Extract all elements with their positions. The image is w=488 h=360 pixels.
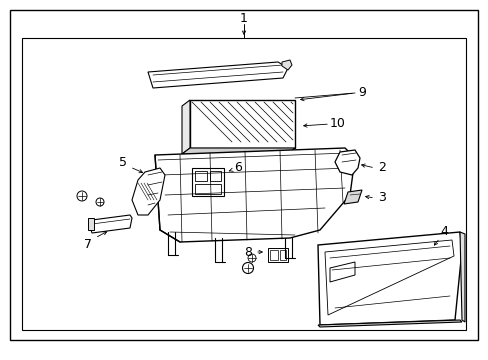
Polygon shape — [334, 150, 359, 175]
Bar — [190, 100, 294, 148]
Text: 2: 2 — [377, 162, 385, 175]
Text: 6: 6 — [234, 162, 242, 175]
Polygon shape — [182, 100, 190, 154]
Text: 8: 8 — [244, 246, 251, 258]
Text: 4: 4 — [439, 225, 447, 238]
Text: 9: 9 — [357, 86, 365, 99]
Polygon shape — [155, 148, 354, 242]
Bar — [269, 250, 278, 260]
Polygon shape — [343, 190, 361, 204]
Bar — [195, 184, 221, 194]
Bar — [209, 171, 221, 181]
Polygon shape — [90, 215, 132, 233]
Polygon shape — [282, 60, 291, 70]
Bar — [267, 248, 287, 262]
Text: 5: 5 — [119, 157, 127, 170]
Bar — [195, 171, 206, 181]
Polygon shape — [317, 320, 461, 327]
Bar — [280, 250, 285, 260]
Polygon shape — [459, 232, 464, 322]
Text: 1: 1 — [240, 12, 247, 24]
Polygon shape — [148, 62, 287, 88]
Text: 7: 7 — [84, 238, 92, 251]
Text: 10: 10 — [329, 117, 345, 130]
Bar — [192, 168, 224, 196]
Polygon shape — [132, 168, 164, 215]
Polygon shape — [317, 232, 461, 325]
Text: 3: 3 — [377, 192, 385, 204]
Polygon shape — [182, 148, 294, 154]
Bar — [22, 38, 465, 330]
Polygon shape — [88, 218, 94, 230]
